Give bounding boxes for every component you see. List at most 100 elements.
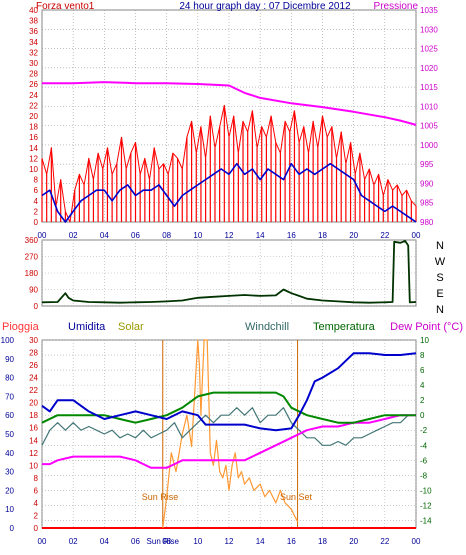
wind-speed-tick-label: 12 (29, 154, 38, 163)
wind-speed-tick-label: 28 (29, 70, 38, 79)
windchill-line (41, 407, 416, 446)
time-tick-label: 16 (287, 537, 296, 546)
pressure-axis: 980 985 990 995 1000 1005 1010 1015 1020 1025 1030… (420, 6, 438, 227)
compass-label: E (436, 288, 443, 300)
wind-speed-tick-label: 38 (29, 17, 38, 26)
temperature-tick-label: 10 (420, 336, 429, 345)
compass-label: S (436, 272, 443, 284)
wind-speed-tick-label: 22 (29, 101, 38, 110)
temperature-axis: -14 -12 -10 -8 -6 -4 -2 0 2 4 6 8 10 (420, 336, 432, 525)
humidity-tick-label: 40 (5, 449, 14, 458)
pressure-tick-label: 1035 (420, 6, 438, 15)
time-tick-label: 18 (318, 537, 327, 546)
humidity-tick-label: 60 (5, 411, 14, 420)
temperature-tick-label: 2 (420, 396, 425, 405)
humidity-tick-label: 100 (1, 336, 15, 345)
temperature-tick-label: 8 (420, 351, 425, 360)
pressure-tick-label: 1025 (420, 45, 438, 54)
pressure-tick-label: 1020 (420, 64, 438, 73)
wind-speed-tick-label: 2 (34, 207, 39, 216)
time-tick-label: 20 (349, 537, 358, 546)
temperature-line (41, 391, 416, 424)
compass-label: W (435, 256, 446, 268)
wind-direction-series (41, 239, 417, 304)
time-tick-label: 20 (349, 231, 358, 240)
humidity-tick-label: 70 (5, 392, 14, 401)
time-tick-label: 10 (193, 537, 202, 546)
wind-speed-tick-label: 4 (34, 197, 39, 206)
pressure-tick-label: 1000 (420, 141, 438, 150)
rain-tick-label: 20 (29, 399, 38, 408)
temperature-tick-label: -12 (420, 501, 432, 510)
wind-pressure-series (41, 81, 417, 223)
temperature-tick-label: -2 (420, 426, 428, 435)
rain-tick-label: 18 (29, 411, 38, 420)
wind-direction-axis: 0 90 180 270 360 (25, 236, 39, 311)
pressure-tick-label: 1030 (420, 25, 438, 34)
wind-speed-tick-label: 24 (29, 91, 38, 100)
rain-tick-label: 10 (29, 461, 38, 470)
humidity-tick-label: 10 (5, 505, 14, 514)
dewpoint-line (42, 414, 416, 469)
time-tick-label: 00 (412, 231, 421, 240)
direction-tick-label: 180 (25, 269, 39, 278)
rain-tick-label: 4 (34, 499, 39, 508)
wind-speed-tick-label: 6 (34, 186, 39, 195)
wind-pressure-time-axis: 00 02 04 06 08 10 12 14 16 18 20 22 00 (38, 231, 421, 240)
rain-tick-label: 30 (29, 336, 38, 345)
temperature-tick-label: -14 (420, 516, 432, 525)
time-tick-label: 22 (380, 537, 389, 546)
wind-speed-tick-label: 8 (34, 176, 39, 185)
gust-series (41, 105, 417, 222)
compass-label: N (436, 304, 444, 316)
wind-speed-tick-label: 30 (29, 59, 38, 68)
humidity-tick-label: 20 (5, 486, 14, 495)
pressure-tick-label: 1015 (420, 83, 438, 92)
rain-tick-label: 6 (34, 486, 39, 495)
pressure-tick-label: 1010 (420, 102, 438, 111)
legend-umidita: Umidita (68, 321, 106, 333)
wind-direction-line (41, 239, 417, 304)
humidity-tick-label: 30 (5, 468, 14, 477)
temperature-tick-label: -6 (420, 456, 428, 465)
solar-line (162, 339, 299, 529)
compass-label: N (436, 240, 444, 252)
humidity-tick-label: 0 (10, 524, 15, 533)
wind-speed-tick-label: 32 (29, 48, 38, 57)
time-tick-label: 14 (256, 231, 265, 240)
time-tick-label: 22 (380, 231, 389, 240)
time-tick-label: 18 (318, 231, 327, 240)
direction-tick-label: 90 (29, 286, 38, 295)
rain-tick-label: 26 (29, 361, 38, 370)
gust-line (41, 104, 417, 223)
wind-speed-tick-label: 14 (29, 144, 38, 153)
pressure-tick-label: 1005 (420, 122, 438, 131)
wind-speed-tick-label: 16 (29, 133, 38, 142)
temperature-tick-label: -10 (420, 486, 432, 495)
humidity-line (41, 352, 417, 432)
humidity-tick-label: 50 (5, 430, 14, 439)
humidity-tick-label: 90 (5, 355, 14, 364)
temperature-tick-label: 0 (420, 411, 425, 420)
rain-tick-label: 16 (29, 424, 38, 433)
wind-direction-grid (41, 239, 417, 307)
wind-speed-tick-label: 20 (29, 112, 38, 121)
time-tick-label: Sun Rise (147, 537, 180, 546)
rain-tick-label: 14 (29, 436, 38, 445)
time-tick-label: 00 (38, 231, 47, 240)
wind-speed-tick-label: 18 (29, 123, 38, 132)
time-tick-label: 14 (256, 537, 265, 546)
time-tick-label: 06 (131, 231, 140, 240)
wind-speed-tick-label: 34 (29, 38, 38, 47)
rain-tick-label: 28 (29, 349, 38, 358)
direction-tick-label: 270 (25, 253, 39, 262)
time-tick-label: 16 (287, 231, 296, 240)
sunset-annotation: Sun Set (280, 492, 313, 502)
